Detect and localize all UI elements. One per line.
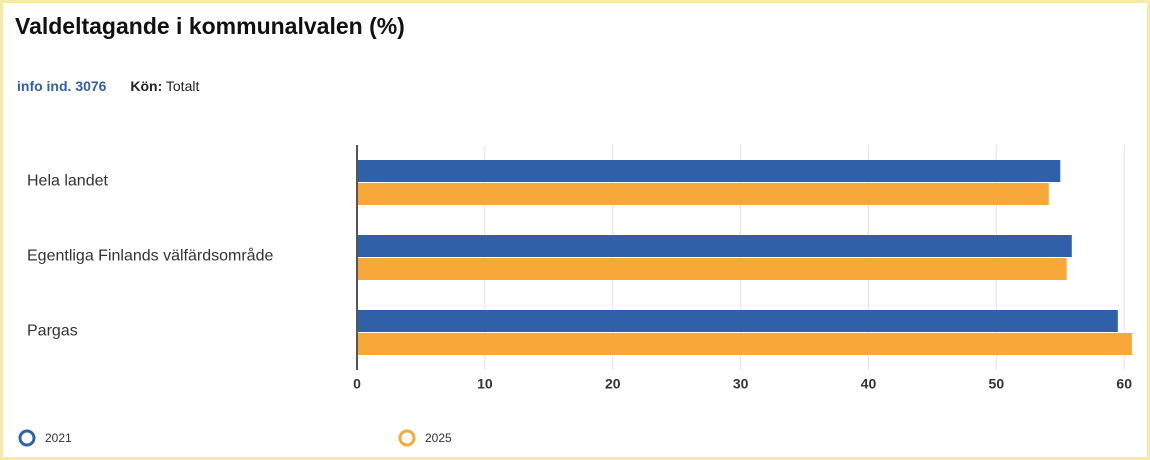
filter-label: Kön:	[130, 78, 163, 94]
y-tick-label: Egentliga Finlands välfärdsområde	[27, 247, 273, 265]
bar	[357, 183, 1049, 205]
x-tick-label: 0	[353, 376, 361, 392]
y-tick-label: Hela landet	[27, 173, 109, 190]
legend-marker	[18, 429, 36, 447]
bar	[357, 235, 1072, 257]
chart: 0 10 20 30 40 50 60 Hela landet Egentliga Finlan…	[18, 145, 1132, 447]
bar	[357, 160, 1061, 182]
bar	[357, 310, 1118, 332]
x-tick-label: 60	[1116, 376, 1132, 392]
x-tick-label: 40	[861, 376, 877, 392]
info-link[interactable]: info ind. 3076	[17, 78, 107, 94]
y-tick-label: Pargas	[27, 323, 78, 340]
filter-value: Totalt	[165, 78, 200, 94]
legend-marker	[398, 429, 416, 447]
bar	[357, 333, 1132, 355]
title: Valdeltagande i kommunalvalen (%)	[15, 13, 405, 39]
legend-label: 2021	[45, 431, 72, 445]
x-tick-label: 30	[733, 376, 749, 392]
x-tick-label: 10	[477, 376, 493, 392]
x-tick-label: 50	[989, 376, 1005, 392]
legend-label: 2025	[425, 431, 452, 445]
bar	[357, 258, 1067, 280]
x-tick-label: 20	[605, 376, 621, 392]
subtitle: info ind. 3076 Kön: Totalt	[17, 78, 199, 94]
